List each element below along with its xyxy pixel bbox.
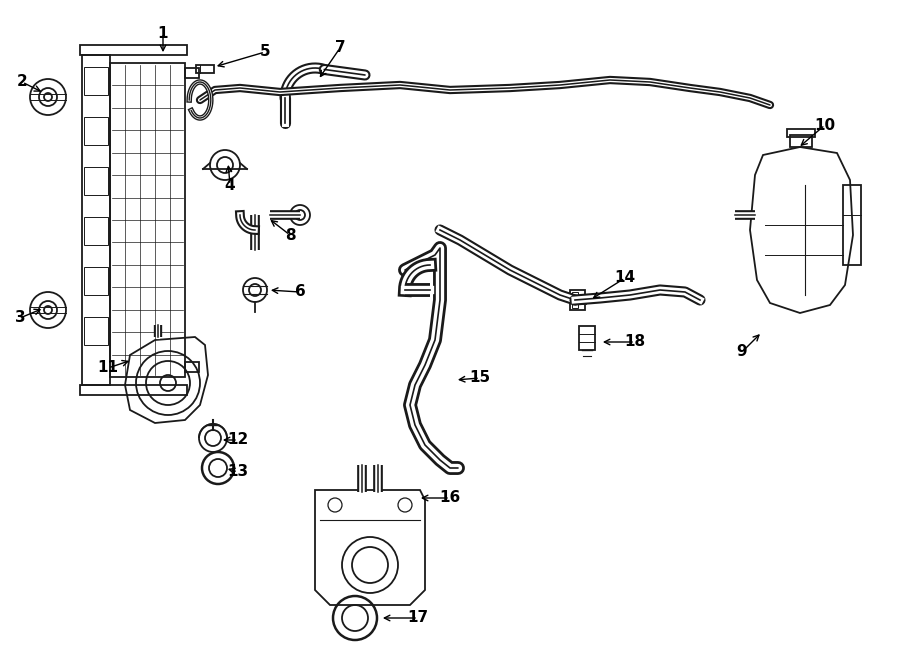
Bar [84, 67, 108, 95]
Bar [843, 185, 861, 265]
Bar [790, 135, 812, 147]
Bar [84, 267, 108, 295]
Bar [570, 290, 585, 310]
Bar [82, 55, 110, 385]
Text: 15: 15 [470, 371, 490, 385]
Text: 6: 6 [294, 284, 305, 299]
Text: 11: 11 [97, 360, 119, 375]
Text: 4: 4 [225, 178, 235, 192]
Bar [84, 217, 108, 245]
Text: 5: 5 [260, 44, 270, 59]
Text: 2: 2 [16, 75, 27, 89]
Text: 14: 14 [615, 270, 635, 286]
Bar [185, 68, 199, 78]
Bar [579, 326, 595, 350]
Bar [84, 317, 108, 345]
Text: 10: 10 [814, 118, 835, 132]
Text: 17: 17 [408, 611, 428, 625]
Text: 8: 8 [284, 227, 295, 243]
Text: 12: 12 [228, 432, 248, 447]
Text: 3: 3 [14, 311, 25, 325]
Bar [110, 63, 185, 377]
Bar [80, 45, 187, 55]
Bar [80, 385, 187, 395]
Text: 16: 16 [439, 490, 461, 506]
Text: 18: 18 [625, 334, 645, 350]
Bar [84, 167, 108, 195]
Text: 9: 9 [737, 344, 747, 360]
Bar [572, 292, 578, 308]
Bar [84, 117, 108, 145]
Text: 13: 13 [228, 465, 248, 479]
Text: 7: 7 [335, 40, 346, 56]
Bar [185, 362, 199, 372]
Text: 1: 1 [158, 26, 168, 40]
Bar [787, 129, 815, 137]
Bar [196, 65, 214, 73]
